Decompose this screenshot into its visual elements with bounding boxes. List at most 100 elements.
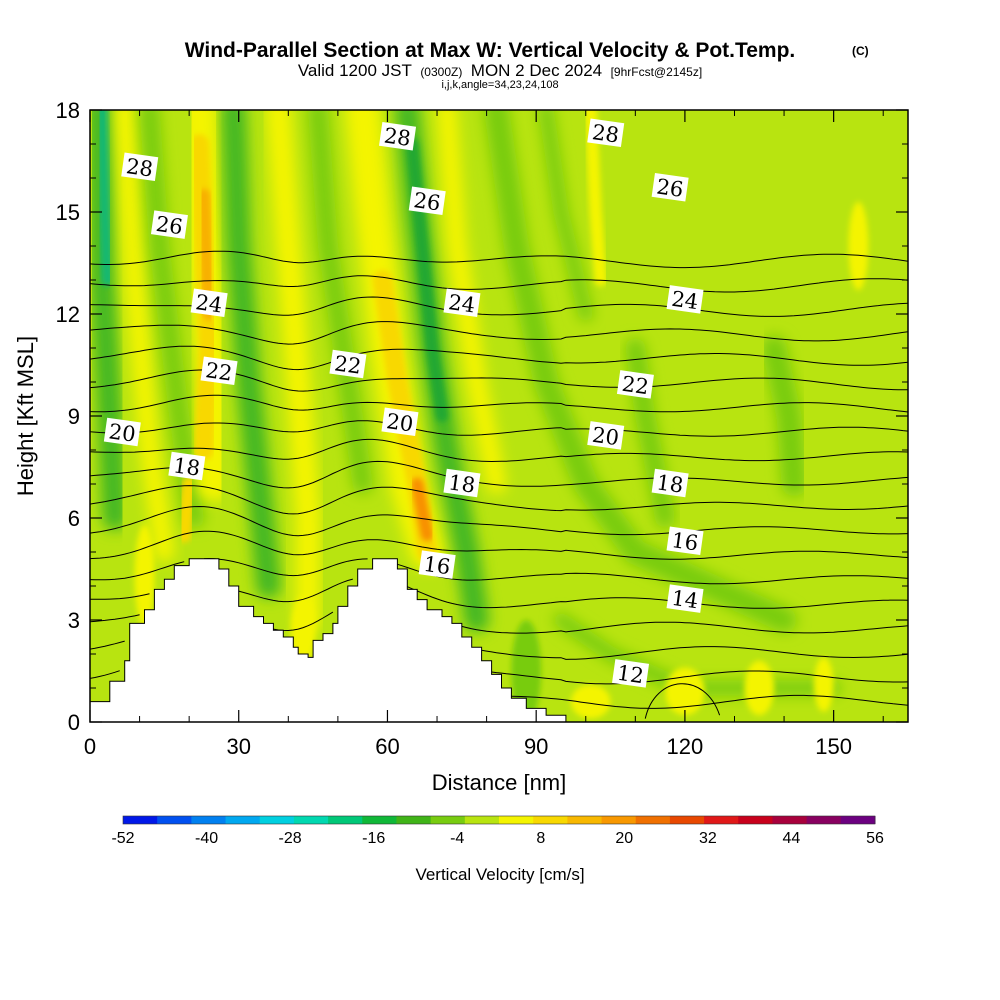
terrain [90, 558, 908, 722]
theta-label-1: 26 [150, 210, 188, 239]
colorbar-swatch-12 [533, 816, 568, 824]
theta-contour-23 [90, 394, 908, 413]
theta-label-0: 28 [121, 152, 159, 182]
theta-label-bg [168, 451, 206, 481]
velocity-band-13 [411, 477, 434, 542]
colorbar-tick-label-5: 8 [536, 830, 545, 847]
theta-contour-29 [90, 250, 908, 269]
colorbar-title: Vertical Velocity [cm/s] [415, 865, 584, 884]
colorbar-tick-label-0: -52 [111, 830, 134, 847]
colorbar-tick-label-4: -4 [450, 830, 464, 847]
theta-label-8: 24 [443, 288, 481, 318]
theta-label-bg [379, 121, 417, 151]
theta-label-21: 12 [612, 659, 650, 688]
colorbar-swatch-1 [157, 816, 192, 824]
y-tick-label-5: 15 [56, 200, 80, 225]
theta-label-bg [651, 468, 689, 498]
y-tick-label-3: 9 [68, 404, 80, 429]
theta-label-7: 26 [408, 186, 446, 216]
colorbar-swatch-13 [567, 816, 603, 824]
theta-label-3: 22 [200, 356, 238, 386]
x-axis: 0 30 60 90 120 150 [84, 110, 884, 759]
colorbar-swatch-21 [840, 816, 876, 824]
theta-label-15: 24 [666, 285, 704, 314]
theta-label-text: 24 [194, 290, 224, 317]
colorbar-tick-label-2: -28 [279, 830, 302, 847]
x-tick-label-0: 0 [84, 734, 96, 759]
theta-contour-17 [90, 530, 908, 560]
theta-label-bg [666, 526, 704, 556]
theta-label-17: 20 [587, 421, 625, 450]
theta-label-text: 28 [591, 120, 621, 147]
colorbar-swatch-19 [772, 816, 808, 824]
y-tick-label-2: 6 [68, 506, 80, 531]
colorbar-swatch-10 [464, 816, 500, 824]
theta-label-text: 26 [154, 212, 184, 239]
theta-label-text: 22 [204, 358, 234, 385]
velocity-band-1 [96, 110, 114, 287]
theta-contour-12 [90, 670, 908, 685]
theta-contour-labels: 28 26 24 22 20 18 28 26 24 22 20 18 16 28 26 24 22 20 18 16… [103, 118, 704, 688]
colorbar-swatch-15 [635, 816, 671, 824]
theta-label-bg [443, 288, 481, 318]
colorbar-tick-label-7: 32 [699, 830, 717, 847]
theta-label-text: 12 [615, 661, 645, 688]
colorbar-swatch-16 [669, 816, 705, 824]
colorbar-swatch-17 [704, 816, 739, 824]
velocity-band-17 [484, 110, 797, 633]
colorbar-swatch-3 [225, 816, 261, 824]
x-tick-label-4: 120 [667, 734, 704, 759]
theta-label-bg [408, 186, 446, 216]
theta-contour-18 [90, 505, 908, 537]
theta-label-2: 24 [190, 288, 228, 318]
colorbar-tick-label-9: 56 [866, 830, 884, 847]
y-tick-label-6: 18 [56, 98, 80, 123]
theta-label-text: 18 [655, 470, 685, 497]
valid-utc-label: (0300Z) [420, 65, 462, 79]
velocity-band-9 [266, 110, 321, 633]
plot-area: 28 26 24 22 20 18 28 26 24 22 20 18 16 28 26 24 22 20 18 16… [90, 110, 908, 722]
theta-contour-20 [90, 460, 908, 489]
colorbar-tick-label-1: -40 [195, 830, 218, 847]
theta-label-12: 16 [418, 550, 456, 579]
x-tick-label-3: 90 [524, 734, 548, 759]
theta-label-6: 28 [379, 121, 417, 151]
theta-label-10: 20 [381, 407, 419, 437]
theta-label-bg [329, 349, 367, 379]
colorbar-swatch-18 [738, 816, 773, 824]
colorbar-swatch-7 [362, 816, 397, 824]
theta-contour-16 [90, 558, 908, 585]
colorbar-frame [122, 815, 876, 825]
theta-label-bg [587, 421, 625, 450]
theta-label-bg [200, 356, 238, 386]
colorbar-swatch-14 [601, 816, 637, 824]
x-tick-label-2: 60 [375, 734, 399, 759]
theta-contour-25 [90, 345, 908, 371]
colorbar-swatch-6 [328, 816, 363, 824]
colorbar-ticks: -52 -40 -28 -16 -4 8 20 32 44 56 [111, 830, 884, 847]
velocity-blob-0 [848, 201, 869, 291]
theta-contours [90, 250, 908, 719]
theta-label-text: 18 [447, 470, 477, 497]
velocity-blob-2 [744, 660, 775, 716]
theta-label-bg [190, 288, 228, 318]
velocity-blob-4 [570, 684, 611, 719]
theta-label-9: 22 [329, 349, 367, 379]
theta-contour-11 [511, 694, 908, 709]
forecast-label: [9hrFcst@2145z] [611, 65, 703, 79]
theta-label-bg [651, 172, 689, 202]
velocity-blob-3 [665, 667, 705, 716]
theta-label-text: 24 [670, 287, 700, 314]
velocity-band-10 [308, 110, 373, 494]
theta-contour-closed [644, 683, 721, 719]
theta-label-bg [103, 417, 141, 447]
theta-label-text: 20 [107, 419, 137, 446]
colorbar-swatch-20 [806, 816, 842, 824]
velocity-band-7 [176, 476, 197, 543]
theta-label-bg [150, 210, 188, 239]
x-axis-label: Distance [nm] [432, 770, 567, 795]
theta-label-text: 14 [670, 586, 700, 613]
y-axis-label: Height [Kft MSL] [13, 336, 38, 496]
theta-label-bg [612, 659, 650, 688]
